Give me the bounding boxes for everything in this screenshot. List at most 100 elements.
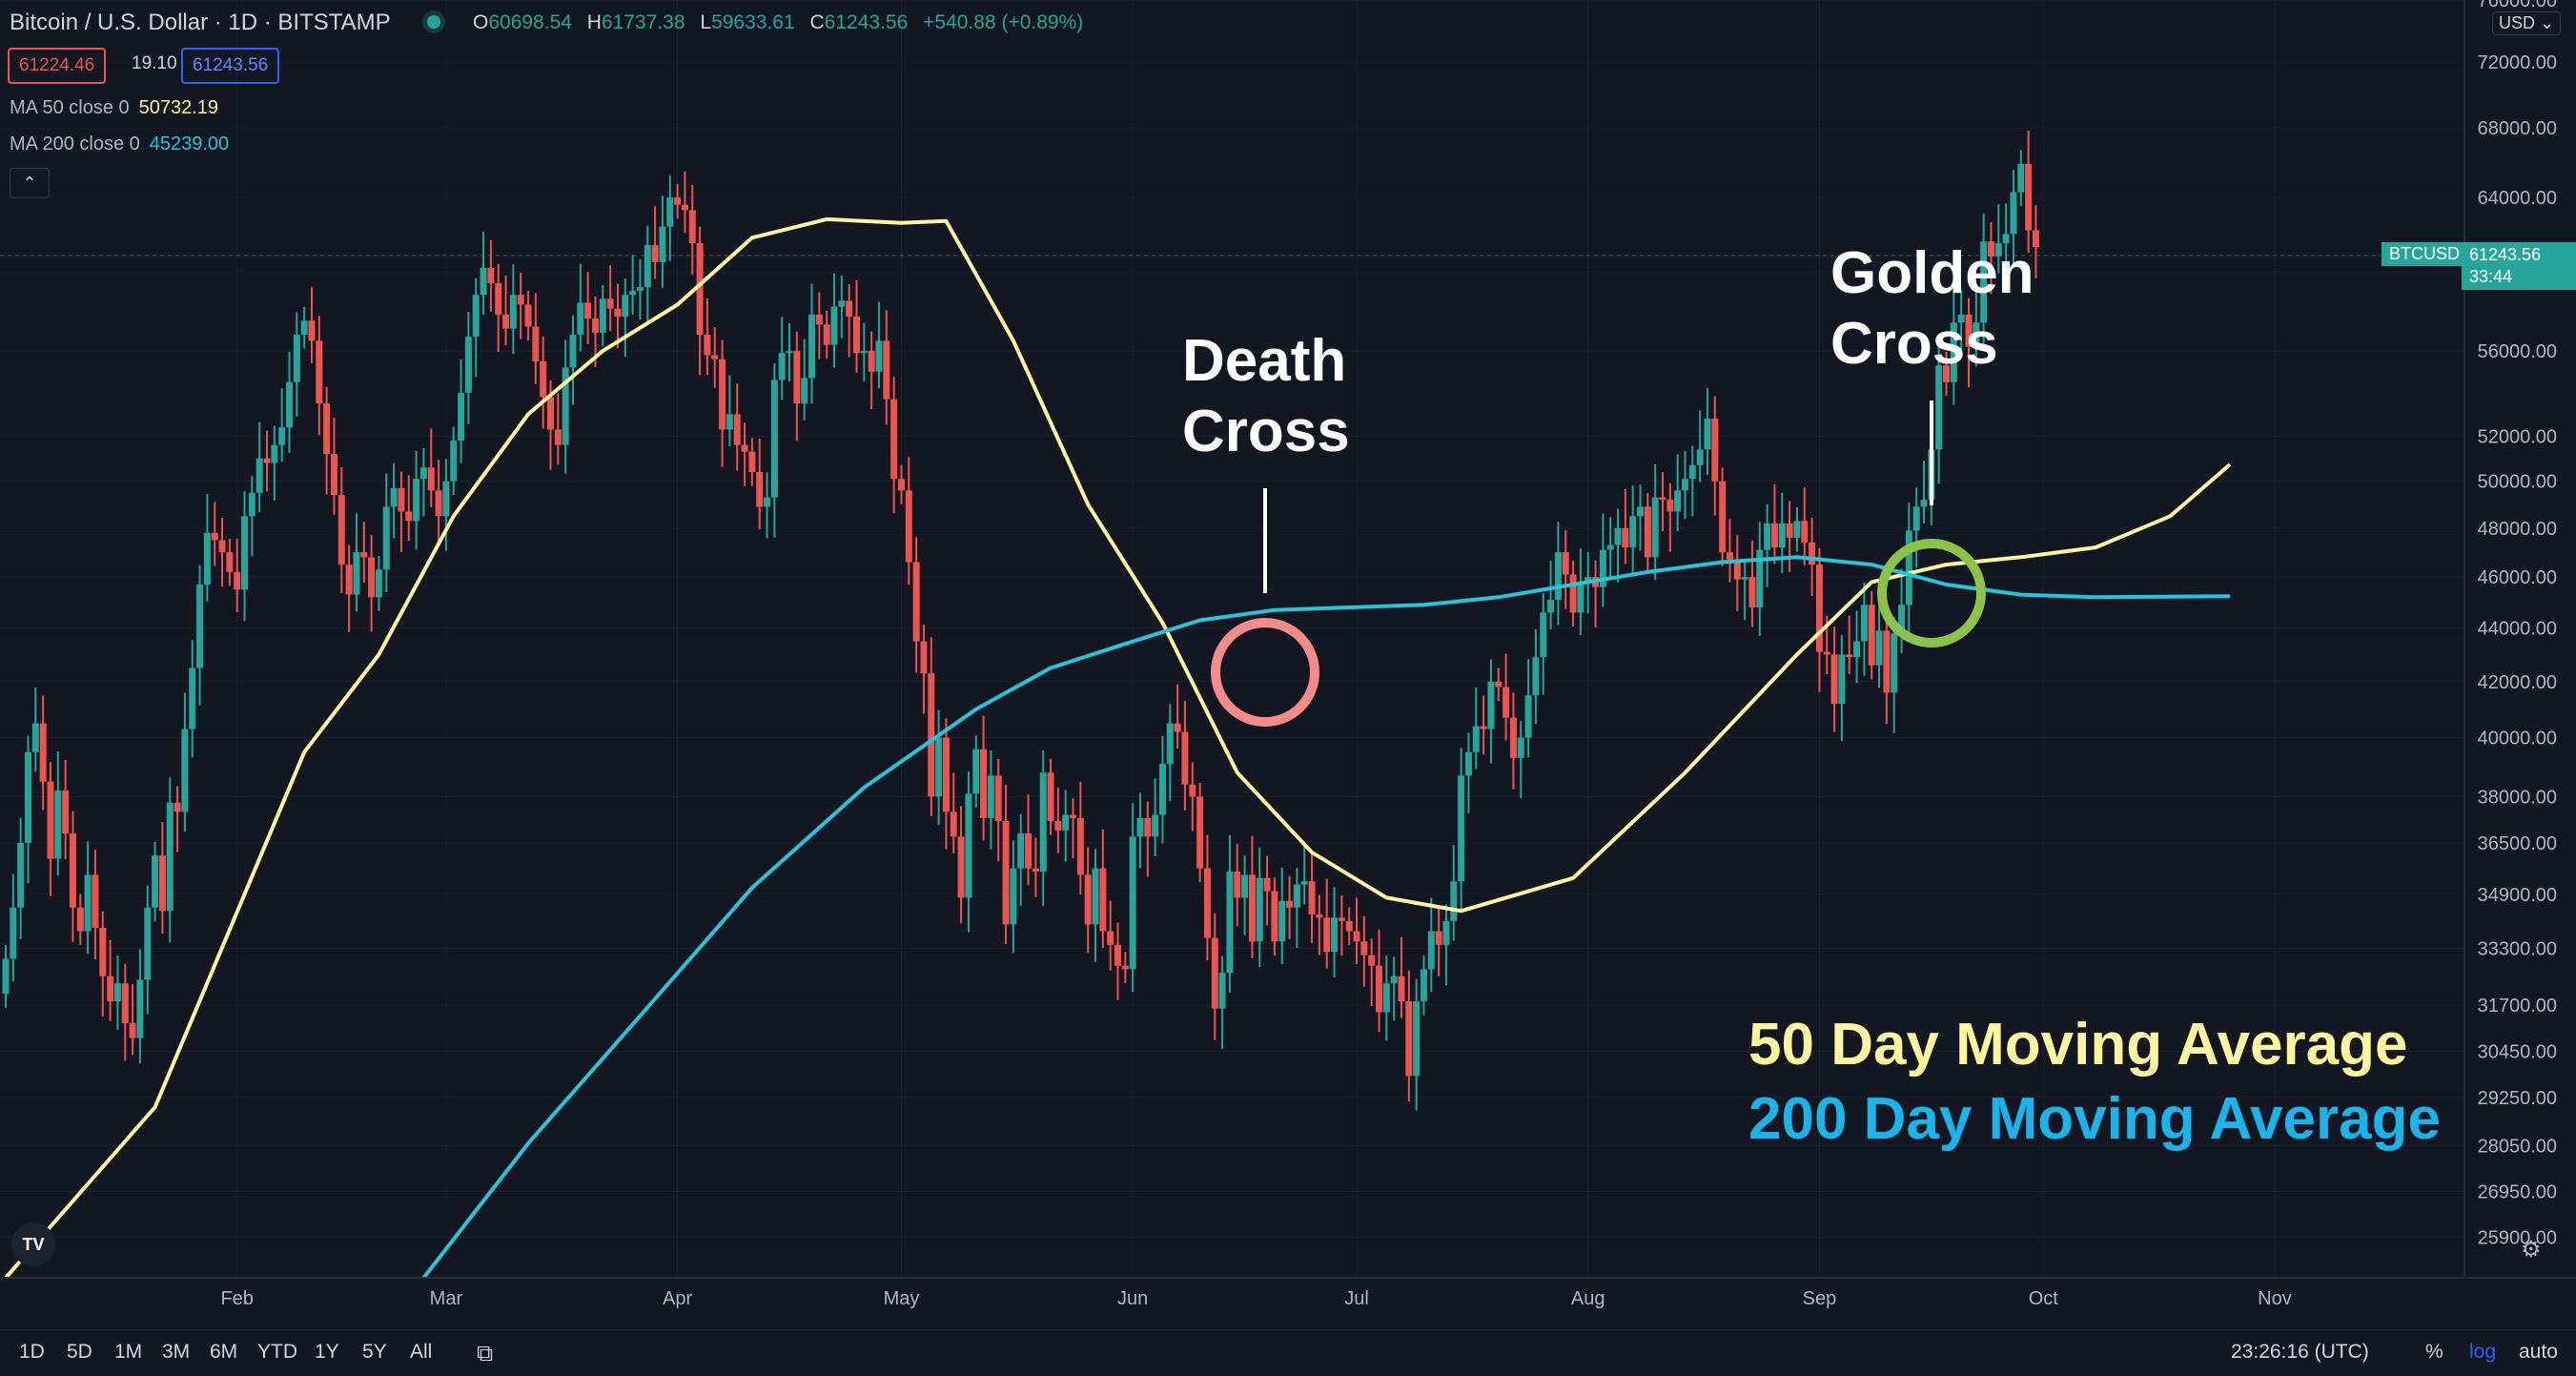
candle-body bbox=[1047, 772, 1054, 822]
candle-body bbox=[696, 243, 704, 335]
death-cross-word-2: Cross bbox=[1182, 399, 1350, 464]
candle-body bbox=[316, 340, 323, 404]
candle-body bbox=[1943, 365, 1951, 382]
timeframe-all-button[interactable]: All bbox=[410, 1341, 433, 1363]
price-chart[interactable]: 25900.00 26950.00 28050.00 29250.00 30450.00… bbox=[0, 0, 2576, 1329]
candle-body bbox=[1234, 872, 1241, 898]
timeframe-6m-button[interactable]: 6M bbox=[210, 1341, 238, 1363]
candle-body bbox=[540, 360, 547, 398]
candle-body bbox=[1629, 516, 1637, 548]
candle-body bbox=[1107, 931, 1114, 945]
candle-body bbox=[928, 673, 935, 797]
candle-body bbox=[756, 472, 764, 507]
candle-body bbox=[1136, 817, 1144, 837]
candle-body bbox=[651, 245, 659, 262]
utc-clock[interactable]: 23:26:16 (UTC) bbox=[2231, 1341, 2369, 1363]
candle-body bbox=[113, 983, 121, 1002]
candle-body bbox=[375, 569, 382, 598]
candle-body bbox=[2032, 230, 2039, 248]
candle-body bbox=[1912, 506, 1920, 531]
timeframe-1m-button[interactable]: 1M bbox=[114, 1341, 143, 1363]
timeframe-5y-button[interactable]: 5Y bbox=[362, 1341, 387, 1363]
collapse-legend-button[interactable]: ⌃ bbox=[10, 168, 50, 198]
candle-body bbox=[1495, 681, 1503, 688]
ma50-legend[interactable]: MA 50 close 0 50732.19 bbox=[10, 97, 218, 119]
candle-body bbox=[1316, 914, 1323, 918]
candle-body bbox=[1674, 490, 1682, 512]
low-key: L bbox=[700, 11, 712, 33]
candle-body bbox=[957, 836, 965, 898]
candle-body bbox=[413, 479, 420, 522]
candle-body bbox=[1503, 687, 1510, 718]
y-tick-label: 26950.00 bbox=[2478, 1181, 2557, 1202]
auto-scale-toggle[interactable]: auto bbox=[2519, 1341, 2558, 1363]
timeframe-1y-button[interactable]: 1Y bbox=[315, 1341, 339, 1363]
candle-body bbox=[203, 532, 211, 585]
candle-body bbox=[1218, 973, 1226, 1009]
candle-body bbox=[1719, 481, 1727, 553]
candle-body bbox=[300, 320, 308, 335]
candle-body bbox=[1002, 821, 1010, 925]
timeframe-5d-button[interactable]: 5D bbox=[67, 1341, 92, 1363]
candle-body bbox=[1883, 630, 1891, 693]
x-tick-label: Jun bbox=[1117, 1288, 1148, 1309]
y-tick-label: 42000.00 bbox=[2478, 672, 2557, 693]
timeframe-1d-button[interactable]: 1D bbox=[19, 1341, 45, 1363]
ma50-annotation: 50 Day Moving Average bbox=[1748, 1012, 2408, 1078]
settings-gear-icon[interactable]: ⚙ bbox=[2521, 1237, 2542, 1263]
candle-body bbox=[1248, 874, 1256, 942]
candle-body bbox=[234, 571, 241, 590]
candle-body bbox=[584, 302, 592, 319]
candle-body bbox=[1726, 552, 1733, 560]
candle-body bbox=[1637, 506, 1645, 517]
candle-body bbox=[1756, 549, 1764, 607]
candle-body bbox=[1786, 523, 1793, 538]
candle-body bbox=[1801, 521, 1809, 543]
candle-body bbox=[659, 226, 666, 262]
log-scale-toggle[interactable]: log bbox=[2469, 1341, 2497, 1363]
candle-body bbox=[1390, 976, 1398, 984]
candle-body bbox=[2002, 234, 2010, 244]
ma200-annotation: 200 Day Moving Average bbox=[1748, 1086, 2441, 1152]
candle-body bbox=[1323, 917, 1331, 953]
candle-body bbox=[1376, 965, 1383, 1013]
timeframe-ytd-button[interactable]: YTD bbox=[257, 1341, 297, 1363]
ma200-legend[interactable]: MA 200 close 0 45239.00 bbox=[10, 133, 229, 155]
candle-body bbox=[547, 397, 555, 430]
last-price: 61243.56 bbox=[2469, 245, 2542, 264]
candle-body bbox=[2, 958, 10, 995]
tradingview-logo[interactable]: TV bbox=[11, 1222, 55, 1266]
x-tick-label: Aug bbox=[1571, 1288, 1605, 1309]
candle-body bbox=[323, 403, 331, 455]
candle-body bbox=[1092, 868, 1099, 925]
candle-body bbox=[1846, 654, 1853, 658]
candle-body bbox=[2025, 163, 2033, 231]
candle-body bbox=[1905, 530, 1912, 606]
symbol-title[interactable]: Bitcoin / U.S. Dollar · 1D · BITSTAMP bbox=[10, 10, 391, 35]
candle-body bbox=[278, 427, 286, 445]
percent-scale-toggle[interactable]: % bbox=[2425, 1341, 2443, 1363]
candle-body bbox=[39, 723, 47, 782]
candle-body bbox=[285, 381, 293, 428]
candle-body bbox=[1651, 497, 1659, 558]
candle-body bbox=[1711, 418, 1719, 482]
high-key: H bbox=[586, 11, 602, 33]
candle-body bbox=[823, 324, 830, 345]
candle-body bbox=[920, 641, 928, 674]
chevron-down-icon: ⌄ bbox=[2540, 13, 2555, 32]
candle-body bbox=[972, 749, 980, 794]
candle-body bbox=[875, 340, 883, 372]
open-key: O bbox=[473, 11, 489, 33]
buy-price-button[interactable]: 61243.56 bbox=[181, 48, 280, 84]
candle-body bbox=[786, 351, 793, 354]
y-tick-label: 34900.00 bbox=[2478, 885, 2557, 906]
candle-body bbox=[166, 802, 174, 912]
candle-body bbox=[1121, 965, 1129, 970]
x-tick-label: Jul bbox=[1344, 1288, 1369, 1309]
sell-price-button[interactable]: 61224.46 bbox=[8, 48, 107, 84]
candle-body bbox=[577, 302, 584, 335]
timeframe-3m-button[interactable]: 3M bbox=[162, 1341, 191, 1363]
currency-select[interactable]: USD ⌄ bbox=[2492, 11, 2562, 35]
x-tick-label: Sep bbox=[1803, 1288, 1837, 1309]
date-range-icon[interactable]: ⧉ bbox=[477, 1341, 494, 1366]
